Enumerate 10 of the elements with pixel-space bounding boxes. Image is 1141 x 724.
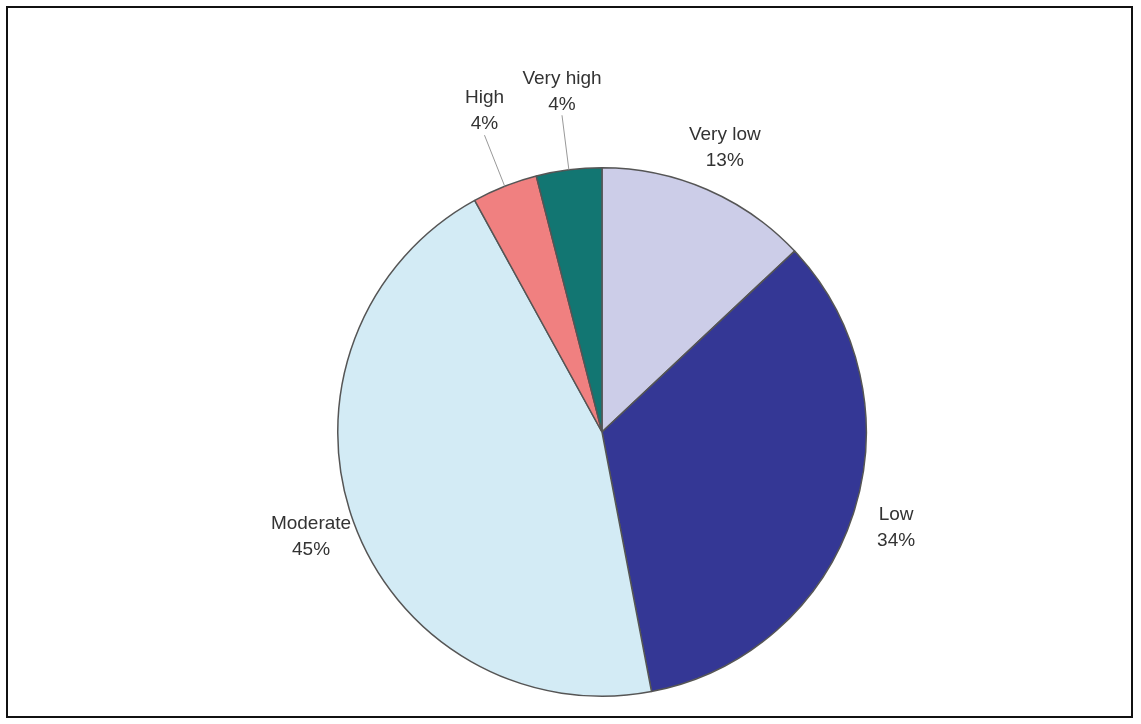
slice-label: Low: [878, 502, 914, 524]
data-label: 34%: [877, 528, 916, 550]
data-label: 4%: [548, 92, 576, 114]
data-label: 45%: [292, 537, 331, 559]
slice-label: Very high: [522, 66, 602, 88]
data-label: 13%: [705, 149, 744, 171]
data-label: 4%: [470, 112, 499, 134]
slice-label: Moderate: [270, 511, 352, 533]
slice-label: High: [464, 86, 505, 108]
slice-label: Very low: [688, 123, 761, 145]
